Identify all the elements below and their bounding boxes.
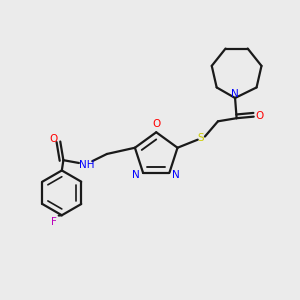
Text: NH: NH bbox=[79, 160, 94, 170]
Text: N: N bbox=[172, 170, 180, 180]
Text: O: O bbox=[152, 119, 160, 130]
Text: F: F bbox=[51, 217, 57, 227]
Text: N: N bbox=[231, 88, 238, 99]
Text: N: N bbox=[132, 170, 140, 180]
Text: O: O bbox=[256, 111, 264, 121]
Text: O: O bbox=[49, 134, 58, 144]
Text: S: S bbox=[197, 134, 204, 143]
